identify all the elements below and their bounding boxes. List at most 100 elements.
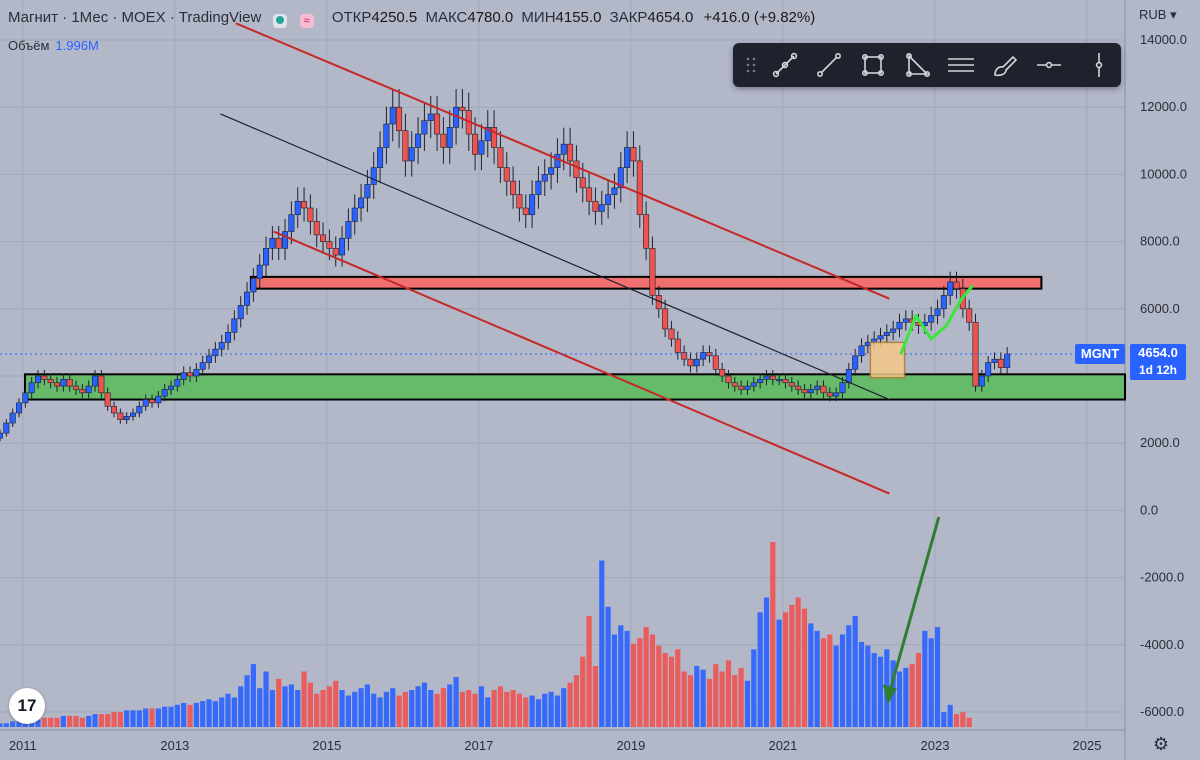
- volume-legend[interactable]: Объём 1.996M: [8, 38, 99, 53]
- volume-bar: [3, 723, 9, 727]
- candle-body: [839, 382, 846, 394]
- volume-bar: [833, 645, 839, 727]
- volume-bar: [193, 702, 199, 727]
- volume-bar: [472, 693, 478, 727]
- horizontal-ray-icon[interactable]: [1033, 49, 1065, 81]
- candle-body: [459, 106, 466, 111]
- candle-body: [206, 355, 213, 363]
- y-tick-label: -4000.0: [1140, 637, 1184, 652]
- volume-bar: [934, 627, 941, 727]
- volume-bar: [263, 671, 269, 727]
- last-price-tag: 4654.0 1d 12h: [1130, 344, 1186, 380]
- volume-bar: [352, 691, 358, 727]
- drag-handle-icon[interactable]: [735, 49, 757, 81]
- volume-bar: [909, 664, 915, 727]
- volume-bar: [244, 675, 250, 727]
- volume-bar: [719, 671, 725, 727]
- y-tick-label: 0.0: [1140, 502, 1158, 517]
- candle-body: [478, 140, 485, 155]
- volume-bar: [149, 708, 155, 727]
- volume-bar: [896, 671, 903, 727]
- candle-body: [788, 382, 795, 387]
- volume-bar: [827, 634, 833, 727]
- candle-body: [294, 200, 301, 216]
- volume-bar: [10, 721, 16, 727]
- triangle-icon[interactable]: [901, 49, 933, 81]
- currency-selector[interactable]: RUB ▾: [1139, 7, 1177, 23]
- candle-body: [776, 379, 783, 382]
- channel-upper: [235, 22, 890, 300]
- volume-bar: [478, 686, 485, 727]
- rectangle-icon[interactable]: [857, 49, 889, 81]
- volume-bar: [542, 693, 548, 727]
- volume-bar: [858, 641, 865, 727]
- symbol-title[interactable]: Магнит · 1Мес · MOEX · TradingView: [8, 9, 262, 26]
- volume-bar: [447, 684, 453, 727]
- volume-bar: [618, 625, 624, 727]
- candle-body: [28, 382, 35, 394]
- x-tick-label: 2017: [464, 738, 493, 753]
- parallel-lines-icon[interactable]: [945, 49, 977, 81]
- volume-bar: [605, 606, 611, 727]
- candle-body: [402, 130, 409, 162]
- vertical-line-icon[interactable]: [1083, 49, 1115, 81]
- volume-bar: [358, 688, 364, 727]
- high-label: МАКС: [425, 9, 468, 26]
- volume-bar: [687, 675, 694, 727]
- volume-bar: [865, 645, 871, 727]
- candle-body: [383, 123, 390, 148]
- volume-bar: [187, 704, 193, 727]
- volume-bar: [561, 688, 567, 727]
- candle-body: [149, 399, 156, 404]
- data-mode-icon[interactable]: ≈: [299, 14, 314, 28]
- candle-body: [161, 389, 168, 397]
- low-label: МИН: [521, 9, 556, 26]
- candle-body: [269, 237, 276, 249]
- candle-body: [35, 375, 42, 384]
- x-tick-label: 2011: [9, 738, 37, 753]
- tradingview-logo-icon[interactable]: 17: [9, 688, 45, 724]
- volume-bar: [630, 643, 637, 727]
- volume-bar: [491, 690, 497, 727]
- candle-body: [890, 328, 897, 333]
- volume-bar: [162, 706, 168, 727]
- candle-body: [180, 372, 187, 380]
- candle-body: [332, 248, 339, 256]
- volume-bar: [808, 623, 814, 727]
- candle-body: [491, 127, 498, 148]
- volume-bar: [238, 686, 244, 727]
- trend-line-ruler-icon[interactable]: [769, 49, 801, 81]
- candle-body: [522, 207, 529, 216]
- volume-bar: [428, 690, 434, 727]
- drawing-toolbar[interactable]: [733, 43, 1121, 87]
- gear-icon[interactable]: ⚙: [1152, 734, 1170, 754]
- candle-body: [9, 412, 16, 424]
- candle-body: [421, 120, 428, 135]
- volume-bar: [415, 686, 421, 727]
- candle-body: [168, 385, 175, 390]
- candle-body: [142, 399, 149, 407]
- volume-bar: [466, 690, 472, 727]
- volume-bar: [383, 691, 390, 727]
- candle-body: [47, 379, 54, 384]
- candle-body: [833, 392, 840, 397]
- candle-body: [275, 237, 282, 249]
- candle-body: [877, 335, 884, 340]
- candle-body: [630, 147, 637, 162]
- candle-body: [858, 345, 865, 357]
- candle-body: [617, 167, 624, 189]
- brush-icon[interactable]: [989, 49, 1021, 81]
- volume-bar: [206, 699, 212, 727]
- candle-body: [820, 385, 827, 394]
- x-tick-label: 2025: [1073, 738, 1102, 753]
- candle-body: [592, 200, 599, 212]
- volume-bar: [694, 665, 700, 727]
- candle-body: [541, 174, 548, 182]
- candle-body: [503, 167, 510, 182]
- candle-body: [301, 200, 308, 209]
- candle-body: [85, 385, 92, 394]
- candle-body: [250, 278, 257, 293]
- candle-body: [731, 382, 738, 387]
- line-icon[interactable]: [813, 49, 845, 81]
